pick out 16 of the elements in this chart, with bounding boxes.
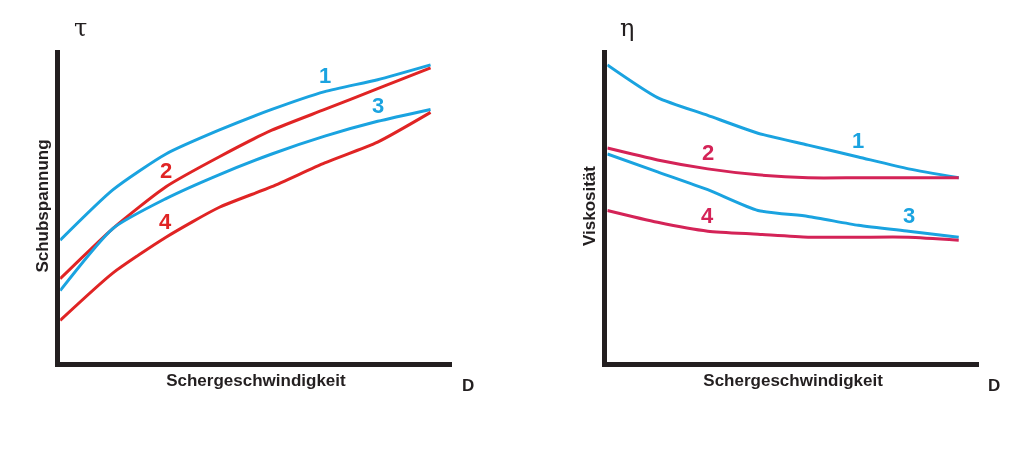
series-label: 2 xyxy=(702,140,715,165)
x-axis-title: Schergeschwindigkeit xyxy=(166,371,347,391)
text: τ xyxy=(74,14,88,42)
text: η xyxy=(620,14,635,42)
x-axis-title: Schergeschwindigkeit xyxy=(703,371,884,391)
series-label: 4 xyxy=(701,203,714,228)
series-label: 4 xyxy=(159,209,172,234)
text: D xyxy=(462,376,475,395)
series-label: 3 xyxy=(372,93,385,118)
y-axis-title: Schubspannung xyxy=(32,139,52,273)
series-label: 1 xyxy=(319,63,332,88)
series-label: 2 xyxy=(160,158,173,183)
text: D xyxy=(988,376,1001,395)
series-label: 1 xyxy=(852,128,865,153)
series-label: 3 xyxy=(903,203,916,228)
y-axis-title: Viskosität xyxy=(579,165,599,247)
